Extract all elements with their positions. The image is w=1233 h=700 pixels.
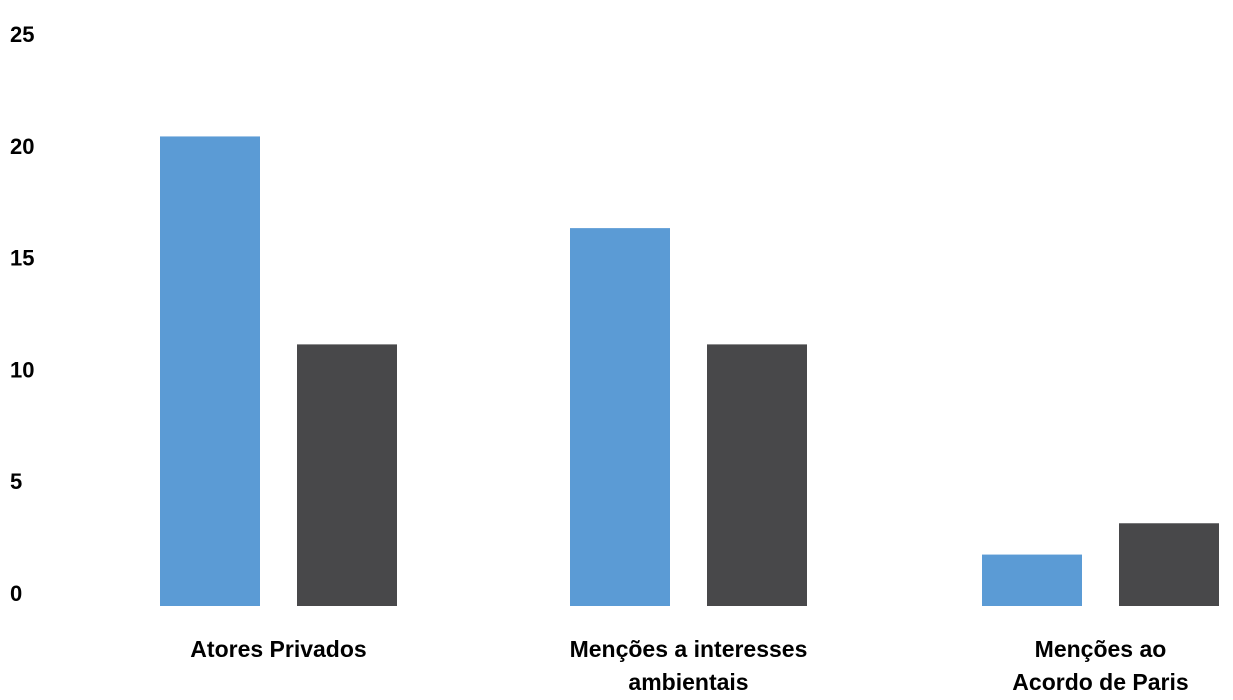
x-category-label: Atores Privados	[190, 636, 366, 662]
bar-series-2-cat-3	[1119, 523, 1219, 606]
x-category-label: Menções a interesses ambientais	[570, 636, 808, 695]
x-category-label-line: ambientais	[628, 669, 748, 695]
bar-series-2-cat-1	[297, 344, 397, 606]
y-tick-label: 15	[10, 246, 34, 271]
x-category-label: Menções ao Acordo de Paris	[1012, 636, 1188, 695]
y-axis-ticks: 0 5 10 15 20 25	[10, 22, 34, 606]
bars	[160, 136, 1219, 606]
y-tick-label: 20	[10, 134, 34, 159]
y-tick-label: 0	[10, 581, 22, 606]
x-category-label-line: Atores Privados	[190, 636, 366, 662]
y-tick-label: 25	[10, 22, 34, 47]
bar-series-2-cat-2	[707, 344, 807, 606]
bar-series-1-cat-1	[160, 136, 260, 606]
x-category-label-line: Menções ao	[1035, 636, 1167, 662]
y-tick-label: 5	[10, 469, 22, 494]
x-category-label-line: Acordo de Paris	[1012, 669, 1188, 695]
bar-series-1-cat-2	[570, 228, 670, 606]
x-category-label-line: Menções a interesses	[570, 636, 808, 662]
y-tick-label: 10	[10, 357, 34, 382]
x-axis-labels: Atores Privados Menções a interesses ambie…	[190, 636, 1188, 695]
bar-series-1-cat-3	[982, 554, 1082, 606]
